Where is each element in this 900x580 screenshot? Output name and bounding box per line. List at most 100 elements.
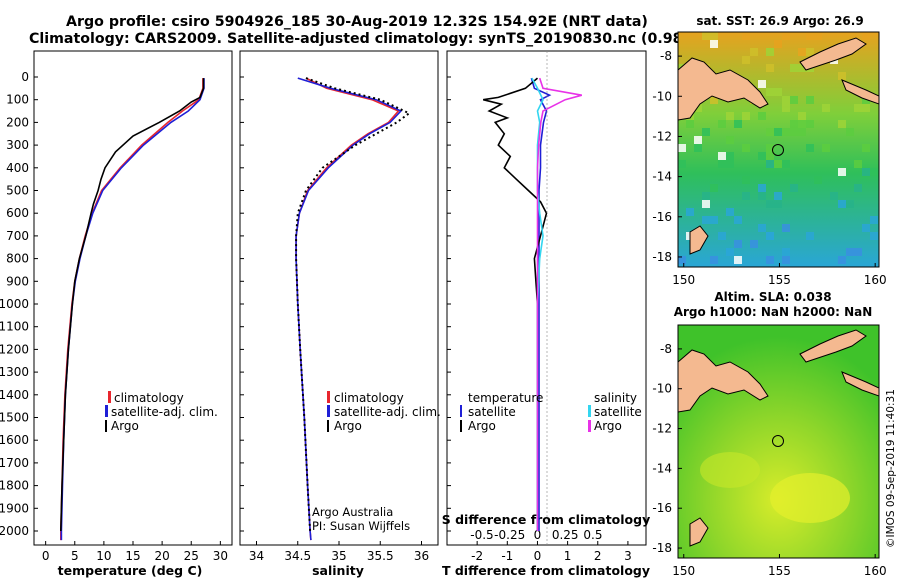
sst-pixel [702, 32, 710, 40]
sla-map-subtitle: Argo h1000: NaN h2000: NaN [674, 305, 873, 319]
sst-pixel [734, 240, 742, 248]
series-line-temperature-argo [483, 77, 548, 531]
sst-pixel [862, 104, 870, 112]
sst-pixel [694, 104, 702, 112]
sst-pixel [686, 208, 694, 216]
sst-pixel [726, 208, 734, 216]
sst-pixel [806, 232, 814, 240]
sst-pixel [742, 112, 750, 120]
argo-position-marker [772, 435, 784, 447]
sst-pixel [862, 96, 870, 104]
legend-swatch-satellite [327, 405, 330, 417]
sst-pixel [838, 168, 846, 176]
sst-pixel [766, 232, 774, 240]
x-tick-label: 25 [184, 549, 199, 563]
sst-pixel [766, 48, 774, 56]
sst-pixel [854, 104, 862, 112]
map-x-tick-label: 150 [672, 273, 695, 287]
sst-pixel [750, 48, 758, 56]
x-tick-label: -2 [471, 549, 483, 563]
sst-pixel [694, 144, 702, 152]
figure-title-line1: Argo profile: csiro 5904926_185 30-Aug-2… [66, 14, 648, 30]
depth-tick-label: 500 [6, 184, 29, 198]
x-tick-label: 35.5 [367, 549, 394, 563]
sst-pixel [782, 104, 790, 112]
sst-pixel [702, 216, 710, 224]
series-line-satellite-adj-clim- [295, 77, 403, 541]
map-y-tick-label: -18 [652, 541, 672, 555]
sst-pixel [726, 152, 734, 160]
depth-tick-label: 800 [6, 252, 29, 266]
sst-pixel [774, 160, 782, 168]
sst-map-title: sat. SST: 26.9 Argo: 26.9 [696, 14, 863, 28]
sst-pixel [854, 160, 862, 168]
sst-pixel [726, 136, 734, 144]
land-solomon [841, 371, 879, 397]
map-x-tick-label: 155 [768, 273, 791, 287]
temperature-axis-label: temperature (deg C) [58, 563, 203, 578]
legend-temperature-title: temperature [468, 391, 543, 405]
legend-satellite-label: satellite-adj. clim. [111, 405, 218, 419]
sst-pixel [782, 32, 790, 40]
sst-pixel [718, 232, 726, 240]
legend-swatch-climatology [327, 391, 330, 403]
sst-pixel [702, 192, 710, 200]
sst-pixel [782, 248, 790, 256]
sst-pixel [870, 216, 878, 224]
map-y-tick-label: -8 [660, 342, 672, 356]
map-y-tick-label: -10 [652, 382, 672, 396]
argo-position-marker [772, 144, 784, 156]
temperature-panel-frame [33, 50, 233, 546]
depth-tick-label: 200 [6, 115, 29, 129]
x-tick-label: 36 [414, 549, 429, 563]
map-y-tick-label: -14 [652, 170, 672, 184]
depth-axis: 0 100 200 300 400 500 600 700 800 900 1000 1100 1200… [0, 70, 451, 538]
sst-pixel [854, 184, 862, 192]
sla-map-title: Altim. SLA: 0.038 [714, 290, 831, 304]
sla-blob [770, 473, 850, 523]
sst-map-ticks: 150 155 160 -8 -10 -12 -14 -16 -18 [652, 49, 886, 287]
salinity-axis-label: salinity [312, 563, 364, 578]
depth-tick-label: 1800 [0, 479, 29, 493]
sla-map-ticks: 150 155 160 -8 -10 -12 -14 -16 -18 [652, 342, 886, 578]
sst-pixel [782, 224, 790, 232]
sst-pixel [862, 32, 870, 40]
salinity-series [295, 77, 412, 541]
sst-pixel [774, 192, 782, 200]
s-diff-tick-label: 0.25 [552, 528, 579, 542]
depth-tick-label: 1000 [0, 297, 29, 311]
sst-pixel [806, 144, 814, 152]
sst-pixel [742, 32, 750, 40]
depth-tick-label: 700 [6, 229, 29, 243]
sst-pixel [678, 160, 686, 168]
series-line-salinity-argo [536, 77, 583, 531]
t-difference-axis-label: T difference from climatology [442, 563, 650, 578]
sst-pixel [766, 160, 774, 168]
sst-pixel [702, 200, 710, 208]
sst-pixel [710, 40, 718, 48]
depth-tick-label: 1700 [0, 456, 29, 470]
sst-pixel [862, 144, 870, 152]
x-tick-label: 1 [564, 549, 572, 563]
salinity-difference-ticks: -0.5 -0.25 0 0.25 0.5 [470, 528, 602, 542]
x-tick-label: 20 [154, 549, 169, 563]
sst-pixel [766, 128, 774, 136]
sst-pixel [726, 112, 734, 120]
map-x-tick-label: 155 [768, 564, 791, 578]
x-tick-label: -1 [501, 549, 513, 563]
sst-pixel [758, 184, 766, 192]
sst-pixel [766, 88, 774, 96]
difference-x-ticks: -2 -1 0 1 2 3 [471, 541, 632, 563]
sst-pixel [838, 120, 846, 128]
map-y-tick-label: -12 [652, 129, 672, 143]
sst-pixel [678, 144, 686, 152]
x-tick-label: 15 [125, 549, 140, 563]
sst-pixel [678, 256, 686, 264]
sst-pixel [758, 80, 766, 88]
legend-satellite-label: satellite-adj. clim. [334, 405, 441, 419]
sst-pixel [758, 152, 766, 160]
sst-pixel [806, 96, 814, 104]
x-tick-label: 30 [213, 549, 228, 563]
s-diff-tick-label: -0.5 [470, 528, 493, 542]
map-y-tick-label: -12 [652, 422, 672, 436]
